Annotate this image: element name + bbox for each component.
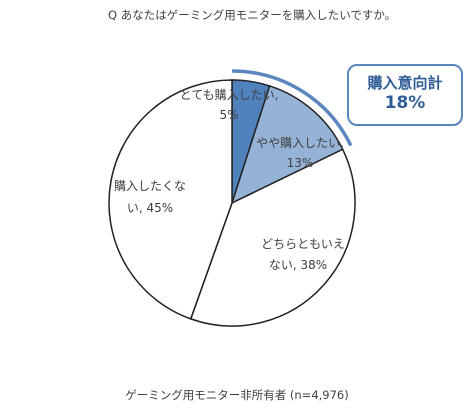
sample-note: ゲーミング用モニター非所有者 (n=4,976): [125, 388, 349, 402]
label-neutral-line-1: どちらともいえ: [261, 237, 345, 251]
slice-neutral: [189, 148, 356, 327]
question-title: Q あなたはゲーミング用モニターを購入したいですか。: [108, 8, 397, 22]
intent-total-callout: 購入意向計 18%: [347, 64, 463, 126]
intent-total-title: 購入意向計: [367, 74, 443, 92]
label-very-willing-line-1: とても購入したい,: [180, 88, 279, 102]
label-very-willing-line-2: 5%: [219, 108, 238, 122]
label-somewhat-willing-line-1: やや購入したい,: [256, 136, 344, 150]
slice-somewhat-willing: [230, 84, 344, 205]
intent-total-value: 18%: [384, 93, 426, 113]
label-neutral-line-2: ない, 38%: [269, 258, 327, 272]
intent-total-arc: [231, 69, 353, 147]
label-not-willing-line-2: い, 45%: [127, 201, 173, 215]
slice-not-willing: [108, 79, 233, 320]
label-not-willing-line-1: 購入したくな: [114, 179, 186, 193]
label-somewhat-willing-line-2: 13%: [287, 156, 314, 170]
